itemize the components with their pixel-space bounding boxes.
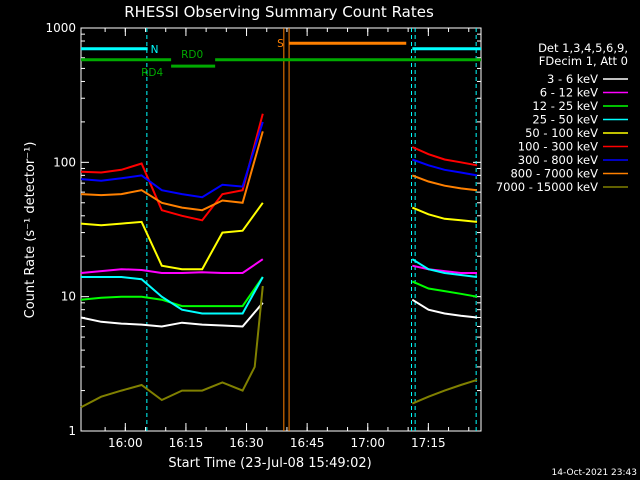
x-axis-label: Start Time (23-Jul-08 15:49:02) (168, 456, 371, 471)
saa-flag-label: S (277, 38, 284, 50)
plot-frame (80, 27, 482, 432)
y-tick-label: 1 (68, 424, 76, 438)
series-line (80, 258, 264, 274)
series-3 (81, 258, 478, 315)
series-4 (80, 202, 478, 271)
series-line (411, 206, 478, 223)
y-tick-label: 100 (53, 155, 76, 169)
series-line (81, 276, 264, 315)
legend-label: 3 - 6 keV (547, 72, 598, 86)
x-tick-label: 16:00 (108, 436, 143, 450)
rd4-flag-label: RD4 (141, 67, 163, 79)
series-line (411, 378, 478, 405)
series-line (411, 158, 478, 177)
x-tick-label: 16:15 (169, 436, 204, 450)
series-line (80, 302, 264, 328)
series-6 (80, 121, 478, 199)
series-7 (80, 131, 478, 212)
x-tick-label: 17:15 (411, 436, 446, 450)
y-axis-label: Count Rate (s⁻¹ detector⁻¹) (23, 142, 38, 319)
chart-title: RHESSI Observing Summary Count Rates (124, 3, 434, 21)
legend-label: 100 - 300 keV (518, 140, 598, 154)
x-tick-label: 16:45 (290, 436, 325, 450)
x-tick-label: 17:00 (350, 436, 385, 450)
legend-label: 800 - 7000 keV (510, 167, 598, 181)
series-line (411, 258, 478, 278)
legend-label: 300 - 800 keV (518, 153, 598, 167)
axes: 1 10 100 1000 16:00 16:15 16:30 16:45 17:00 17:15 (45, 21, 481, 450)
series-line (412, 264, 477, 274)
series-line (411, 280, 478, 298)
series-2 (80, 276, 478, 308)
series-line (411, 174, 478, 192)
series-8 (80, 285, 478, 409)
series-line (80, 202, 264, 271)
series-line (411, 146, 478, 167)
series-1 (80, 258, 477, 274)
legend-header-decimation: FDecim 1, Att 0 (539, 54, 628, 68)
series-5 (80, 113, 478, 222)
observing-flags: N S RD0 RD4 (81, 28, 481, 431)
legend-header-detectors: Det 1,3,4,5,6,9, (538, 41, 628, 55)
legend-label: 6 - 12 keV (540, 86, 598, 100)
x-tick-label: 16:30 (229, 436, 264, 450)
series-line (80, 285, 264, 409)
series-0 (80, 298, 478, 328)
series-line (80, 113, 264, 222)
legend-label: 7000 - 15000 keV (496, 180, 598, 194)
y-tick-label: 1000 (45, 21, 76, 35)
legend-label: 25 - 50 keV (532, 113, 598, 127)
series-line (80, 131, 264, 212)
legend: Det 1,3,4,5,6,9, FDecim 1, Att 0 3 - 6 k… (496, 41, 628, 194)
y-tick-label: 10 (61, 290, 76, 304)
timestamp: 14-Oct-2021 23:43 (552, 468, 637, 478)
series-line (80, 121, 264, 199)
legend-label: 12 - 25 keV (532, 99, 598, 113)
series-line (80, 276, 264, 308)
series-line (411, 298, 478, 319)
legend-label: 50 - 100 keV (525, 126, 598, 140)
series-lines (80, 113, 478, 409)
rd0-flag-label: RD0 (181, 49, 203, 61)
night-flag-label: N (151, 44, 159, 56)
